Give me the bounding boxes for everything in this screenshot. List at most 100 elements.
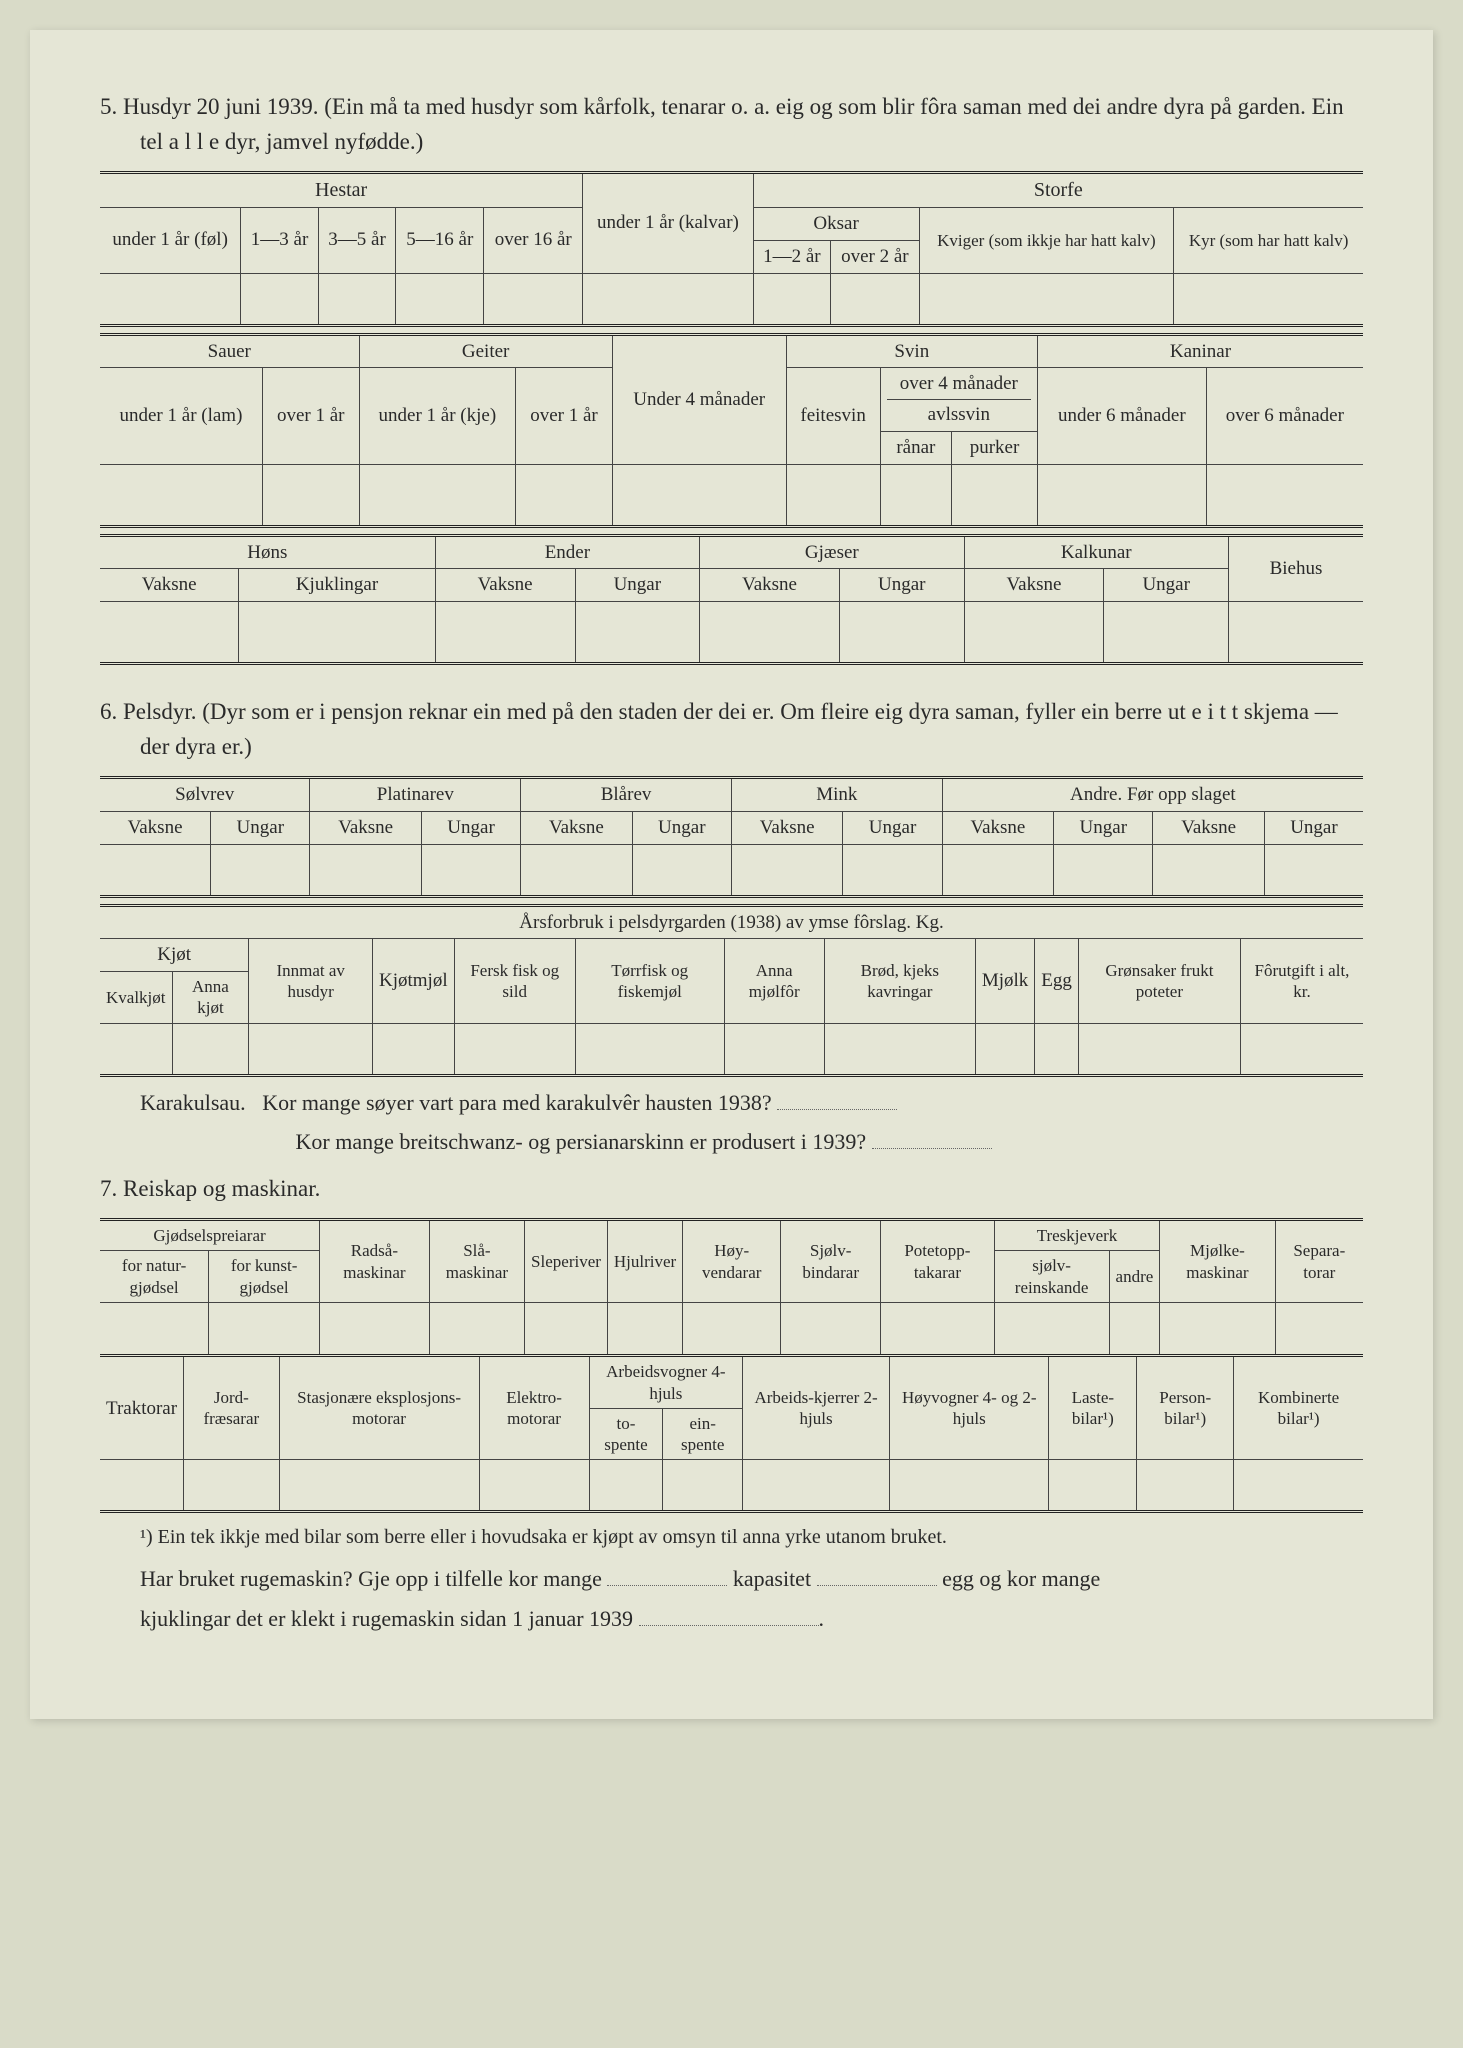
cell[interactable]	[479, 1460, 589, 1512]
cell[interactable]	[1240, 1023, 1363, 1075]
cell[interactable]	[839, 602, 964, 664]
cell[interactable]	[262, 464, 359, 526]
cell[interactable]	[320, 1302, 430, 1354]
closing-field-2[interactable]	[817, 1564, 937, 1586]
hdr-ungar: Ungar	[421, 811, 520, 844]
cell[interactable]	[994, 1302, 1109, 1354]
cell[interactable]	[1153, 844, 1264, 896]
cell[interactable]	[975, 1023, 1034, 1075]
cell[interactable]	[700, 602, 840, 664]
closing-q: Har bruket rugemaskin? Gje opp i tilfell…	[100, 1559, 1363, 1638]
cell[interactable]	[919, 273, 1174, 325]
cell[interactable]	[100, 273, 241, 325]
hdr-under1-lam: under 1 år (lam)	[100, 368, 262, 464]
cell[interactable]	[1275, 1302, 1363, 1354]
cell[interactable]	[1206, 464, 1363, 526]
cell[interactable]	[100, 464, 262, 526]
hdr-vaksne: Vaksne	[521, 811, 632, 844]
hdr-stasj: Stasjonære eksplosjons-motorar	[279, 1356, 479, 1460]
cell[interactable]	[1049, 1460, 1137, 1512]
hdr-biehus: Biehus	[1228, 535, 1363, 602]
cell[interactable]	[241, 273, 319, 325]
cell[interactable]	[1104, 602, 1229, 664]
cell[interactable]	[100, 1023, 172, 1075]
closing-field-3[interactable]	[639, 1604, 819, 1626]
cell[interactable]	[952, 464, 1038, 526]
cell[interactable]	[1037, 464, 1206, 526]
cell[interactable]	[1174, 273, 1363, 325]
cell[interactable]	[781, 1302, 881, 1354]
cell[interactable]	[525, 1302, 608, 1354]
cell[interactable]	[373, 1023, 455, 1075]
cell[interactable]	[743, 1460, 890, 1512]
cell[interactable]	[583, 273, 753, 325]
cell[interactable]	[683, 1302, 781, 1354]
cell[interactable]	[663, 1460, 743, 1512]
cell[interactable]	[209, 1302, 320, 1354]
cell[interactable]	[575, 602, 700, 664]
cell[interactable]	[786, 464, 880, 526]
cell[interactable]	[1078, 1023, 1240, 1075]
cell[interactable]	[880, 464, 951, 526]
closing-field-1[interactable]	[607, 1564, 727, 1586]
cell[interactable]	[421, 844, 520, 896]
cell[interactable]	[942, 844, 1053, 896]
cell[interactable]	[249, 1023, 373, 1075]
cell[interactable]	[1137, 1460, 1234, 1512]
cell[interactable]	[239, 602, 435, 664]
cell[interactable]	[1264, 844, 1363, 896]
hdr-jord: Jord-fræsarar	[184, 1356, 280, 1460]
cell[interactable]	[184, 1460, 280, 1512]
cell[interactable]	[484, 273, 583, 325]
cell[interactable]	[824, 1023, 975, 1075]
cell[interactable]	[589, 1460, 663, 1512]
cell[interactable]	[359, 464, 516, 526]
cell[interactable]	[1228, 602, 1363, 664]
cell[interactable]	[575, 1023, 724, 1075]
cell[interactable]	[1054, 844, 1153, 896]
cell[interactable]	[1109, 1302, 1160, 1354]
cell[interactable]	[843, 844, 942, 896]
cell[interactable]	[1035, 1023, 1079, 1075]
cell[interactable]	[731, 844, 842, 896]
hdr-arbeid4: Arbeidsvogner 4-hjuls	[589, 1356, 743, 1409]
cell[interactable]	[1160, 1302, 1275, 1354]
cell[interactable]	[516, 464, 613, 526]
cell[interactable]	[753, 273, 831, 325]
cell[interactable]	[889, 1460, 1049, 1512]
section-6-heading: 6. Pelsdyr. (Dyr som er i pensjon reknar…	[100, 695, 1363, 764]
cell[interactable]	[318, 273, 396, 325]
cell[interactable]	[100, 844, 211, 896]
cell[interactable]	[172, 1023, 249, 1075]
hdr-kviger: Kviger (som ikkje har hatt kalv)	[919, 208, 1174, 274]
cell[interactable]	[831, 273, 920, 325]
hdr-ungar: Ungar	[575, 569, 700, 602]
hdr-ungar: Ungar	[1104, 569, 1229, 602]
cell[interactable]	[279, 1460, 479, 1512]
hdr-ungar: Ungar	[1264, 811, 1363, 844]
cell[interactable]	[454, 1023, 575, 1075]
hdr-hjulriver: Hjulriver	[607, 1220, 682, 1303]
cell[interactable]	[521, 844, 632, 896]
karakul-q2-field[interactable]	[872, 1127, 992, 1149]
hdr-geiter: Geiter	[359, 334, 612, 368]
cell[interactable]	[396, 273, 484, 325]
table-sauer-svin: Sauer Geiter Under 4 månader Svin Kanina…	[100, 333, 1363, 528]
cell[interactable]	[607, 1302, 682, 1354]
cell[interactable]	[100, 1302, 209, 1354]
cell[interactable]	[612, 464, 786, 526]
cell[interactable]	[435, 602, 575, 664]
cell[interactable]	[310, 844, 421, 896]
table-hestar-storfe: Hestar under 1 år (kalvar) Storfe under …	[100, 171, 1363, 327]
cell[interactable]	[1234, 1460, 1363, 1512]
cell[interactable]	[100, 1460, 184, 1512]
cell[interactable]	[964, 602, 1104, 664]
hdr-avlssvin: avlssvin	[887, 403, 1031, 427]
cell[interactable]	[429, 1302, 524, 1354]
karakul-q1-field[interactable]	[777, 1088, 897, 1110]
cell[interactable]	[632, 844, 731, 896]
cell[interactable]	[100, 602, 239, 664]
cell[interactable]	[724, 1023, 824, 1075]
cell[interactable]	[211, 844, 310, 896]
cell[interactable]	[881, 1302, 995, 1354]
